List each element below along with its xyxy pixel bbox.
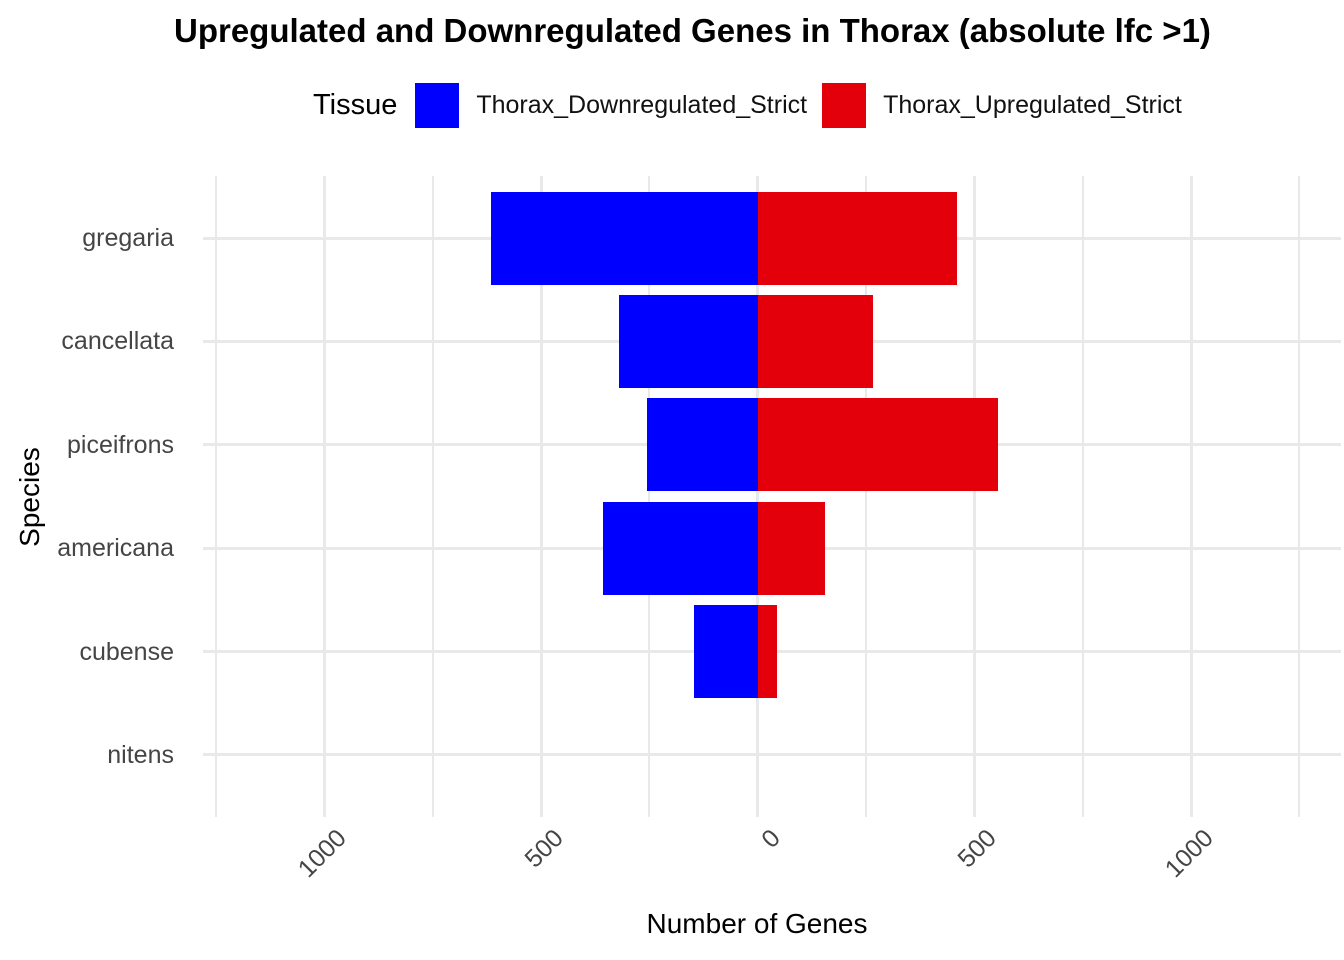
legend-label-downregulated: Thorax_Downregulated_Strict	[476, 90, 808, 119]
y-tick-label-cubense: cubense	[79, 637, 174, 666]
gridline-x-minor	[431, 176, 434, 817]
y-tick-label-piceifrons: piceifrons	[67, 430, 174, 459]
y-axis-title: Species	[14, 447, 45, 547]
y-tick-label-nitens: nitens	[107, 740, 174, 769]
bar-upregulated-americana	[757, 501, 825, 595]
legend-title: Tissue	[313, 88, 398, 121]
gridline-x-minor	[214, 176, 217, 817]
gridline-y-major-nitens	[203, 753, 1341, 757]
gridline-x-major	[756, 176, 760, 817]
bar-downregulated-piceifrons	[646, 398, 758, 492]
bar-upregulated-cubense	[757, 605, 778, 699]
chart-title: Upregulated and Downregulated Genes in T…	[174, 12, 1211, 49]
gridline-x-minor	[648, 176, 651, 817]
gridline-x-major	[972, 176, 976, 817]
x-tick-label: 1000	[1159, 824, 1219, 884]
gridline-x-minor	[1081, 176, 1084, 817]
bar-downregulated-cancellata	[619, 294, 758, 388]
bar-downregulated-cubense	[694, 605, 758, 699]
legend-swatch-downregulated	[415, 82, 460, 128]
x-axis-title: Number of Genes	[646, 908, 868, 939]
x-tick-label: 500	[519, 824, 569, 874]
bar-downregulated-gregaria	[490, 191, 758, 285]
bar-upregulated-gregaria	[757, 191, 958, 285]
legend: Tissue Thorax_Downregulated_Strict Thora…	[313, 82, 1197, 128]
bar-upregulated-cancellata	[757, 294, 874, 388]
legend-swatch-upregulated	[822, 82, 867, 128]
gridline-x-minor	[865, 176, 868, 817]
y-tick-label-gregaria: gregaria	[82, 224, 174, 253]
gridline-x-minor	[1298, 176, 1301, 817]
y-tick-label-cancellata: cancellata	[61, 327, 174, 356]
gridline-x-major	[539, 176, 543, 817]
x-tick-label: 1000	[292, 824, 353, 884]
bar-upregulated-piceifrons	[757, 398, 998, 492]
legend-label-upregulated: Thorax_Upregulated_Strict	[883, 90, 1182, 119]
y-tick-label-americana: americana	[57, 534, 174, 563]
bar-downregulated-americana	[603, 501, 758, 595]
gridline-x-major	[322, 176, 326, 817]
gridline-x-major	[1189, 176, 1193, 817]
